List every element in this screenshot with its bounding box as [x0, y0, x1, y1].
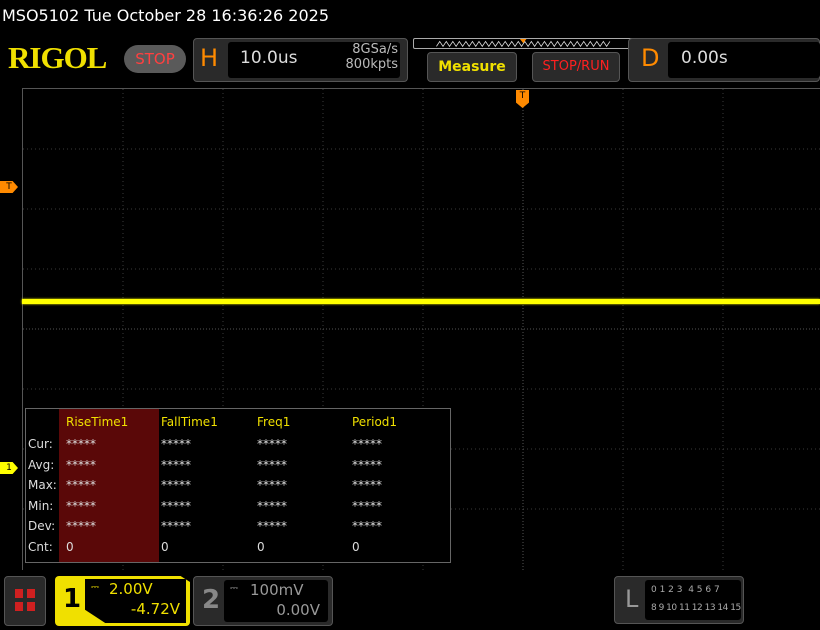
row-label: Cnt:	[28, 539, 53, 554]
ch2-panel[interactable]: 2 ⎓ 100mV 0.00V	[193, 576, 333, 626]
measurement-value: *****	[161, 498, 191, 513]
sample-info: 8GSa/s 800kpts	[330, 42, 398, 72]
measurement-value: *****	[352, 498, 382, 513]
row-label: Avg:	[28, 457, 55, 472]
ch2-inner	[224, 580, 328, 622]
ch1-panel[interactable]: 1 ⎓ 2.00V -4.72V	[55, 576, 190, 626]
window-title: MSO5102 Tue October 28 16:36:26 2025	[2, 6, 329, 25]
measurement-value: *****	[66, 437, 96, 451]
delay-box	[668, 42, 820, 78]
trigger-position-marker[interactable]: T	[516, 90, 529, 108]
logic-label: L	[625, 585, 639, 613]
row-label: Dev:	[28, 519, 56, 533]
horizontal-box	[228, 42, 400, 78]
rigol-logo: RIGOL	[8, 40, 107, 75]
measurement-value: *****	[352, 478, 382, 492]
timebase-value: 10.0us	[240, 48, 298, 68]
row-label: Max:	[28, 478, 57, 492]
logic-channels-row2: 8 9 10 11 12 13 14 15	[651, 603, 741, 613]
measurement-value: *****	[352, 519, 382, 533]
measurement-value: *****	[257, 437, 287, 451]
ch1-offset: -4.72V	[130, 600, 180, 618]
measurement-value: 0	[352, 539, 360, 554]
header-risetime[interactable]: RiseTime1	[66, 415, 129, 429]
delay-label: D	[641, 44, 660, 72]
measurement-value: *****	[66, 478, 96, 492]
measure-button[interactable]: Measure	[427, 52, 517, 82]
trigger-level-marker[interactable]: T	[0, 181, 18, 193]
header-freq[interactable]: Freq1	[257, 415, 291, 429]
measurement-value: *****	[66, 519, 96, 533]
measurement-value: *****	[257, 478, 287, 492]
ch2-offset: 0.00V	[276, 601, 320, 619]
ch1-number: 1	[63, 584, 82, 614]
measurement-value: 0	[257, 539, 265, 554]
dc-coupling-icon: ⎓	[230, 583, 238, 594]
logic-channels-row1: 0 1 2 3 4 5 6 7	[651, 585, 720, 595]
menu-grid-icon	[15, 589, 35, 611]
row-label: Cur:	[28, 437, 53, 451]
measurement-value: *****	[257, 498, 287, 513]
menu-button[interactable]	[4, 576, 46, 626]
ch2-number: 2	[202, 585, 221, 615]
measurement-value: *****	[257, 457, 287, 472]
measurement-value: *****	[66, 498, 96, 513]
ch2-scale: 100mV	[250, 581, 304, 599]
measurement-value: *****	[161, 519, 191, 533]
selected-column-highlight	[59, 409, 159, 562]
measurement-value: *****	[66, 457, 96, 472]
measurement-table: RiseTime1 FallTime1 Freq1 Period1 Cur: **…	[25, 408, 451, 563]
horizontal-label: H	[200, 44, 219, 72]
measurement-value: *****	[161, 457, 191, 472]
measurement-value: 0	[66, 539, 74, 554]
ch1-scale: 2.00V	[109, 580, 153, 598]
sample-rate: 8GSa/s	[352, 42, 398, 57]
delay-value: 0.00s	[681, 48, 728, 68]
waveform-position-bar[interactable]	[413, 38, 635, 49]
measurement-value: *****	[352, 457, 382, 472]
header-period[interactable]: Period1	[352, 415, 398, 429]
trigger-position-icon	[519, 39, 527, 44]
measurement-value: 0	[161, 539, 169, 554]
memory-depth: 800kpts	[345, 57, 398, 72]
ch1-offset-marker[interactable]: 1	[0, 462, 18, 474]
measurement-value: *****	[161, 478, 191, 492]
header-falltime[interactable]: FallTime1	[161, 415, 218, 429]
measurement-value: *****	[352, 437, 382, 451]
logic-panel[interactable]: L 0 1 2 3 4 5 6 7 8 9 10 11 12 13 14 15	[614, 576, 744, 624]
ch1-inner	[85, 579, 186, 623]
stop-run-button[interactable]: STOP/RUN	[532, 52, 620, 82]
ch1-waveform	[22, 299, 820, 304]
row-label: Min:	[28, 498, 54, 513]
dc-coupling-icon: ⎓	[91, 582, 99, 593]
measurement-value: *****	[257, 519, 287, 533]
run-state-badge[interactable]: STOP	[124, 45, 186, 73]
measurement-value: *****	[161, 437, 191, 451]
logic-inner	[645, 580, 741, 620]
